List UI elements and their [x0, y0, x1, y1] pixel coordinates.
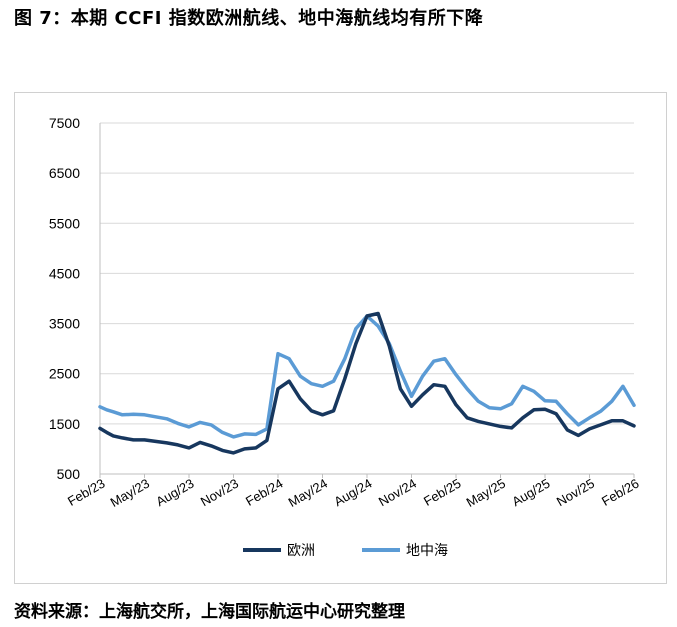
y-tick-label: 1500 [49, 416, 80, 432]
y-axis-ticks: 7500 6500 5500 4500 3500 2500 1500 500 [49, 115, 80, 482]
y-tick-label: 6500 [49, 165, 80, 181]
source-note: 资料来源：上海航交所，上海国际航运中心研究整理 [14, 602, 405, 622]
series-lines [98, 311, 636, 455]
x-tick-label: May/23 [108, 476, 152, 510]
x-tick-label: Feb/25 [421, 476, 464, 509]
series-line-地中海 [98, 314, 636, 439]
x-tick-label: Nov/24 [376, 476, 419, 510]
x-tick-label: Aug/25 [509, 476, 552, 510]
legend: 欧洲 地中海 [243, 543, 448, 559]
y-tick-label: 3500 [49, 316, 80, 332]
grid-lines [100, 122, 634, 475]
x-tick-label: May/24 [286, 476, 330, 510]
legend-label: 欧洲 [287, 543, 315, 559]
y-tick-label: 2500 [49, 366, 80, 382]
y-tick-label: 500 [57, 466, 81, 482]
y-tick-label: 7500 [49, 115, 80, 131]
x-axis-ticks: Feb/23 May/23 Aug/23 Nov/23 Feb/24 May/24 Aug/… [65, 476, 642, 510]
x-tick-label: Nov/23 [198, 476, 241, 510]
x-tick-label: Feb/24 [243, 476, 286, 509]
chart-title: 图 7：本期 CCFI 指数欧洲航线、地中海航线均有所下降 [14, 8, 484, 29]
x-tick-label: Aug/24 [331, 476, 374, 510]
x-tick-label: Nov/25 [554, 476, 597, 510]
axes [99, 123, 635, 478]
x-tick-label: May/25 [464, 476, 508, 510]
x-tick-label: Aug/23 [153, 476, 196, 510]
y-tick-label: 4500 [49, 265, 80, 281]
chart-frame [14, 92, 667, 584]
y-tick-label: 5500 [49, 215, 80, 231]
x-tick-label: Feb/26 [599, 476, 642, 509]
series-line-欧洲 [98, 311, 636, 455]
legend-label: 地中海 [406, 543, 448, 559]
